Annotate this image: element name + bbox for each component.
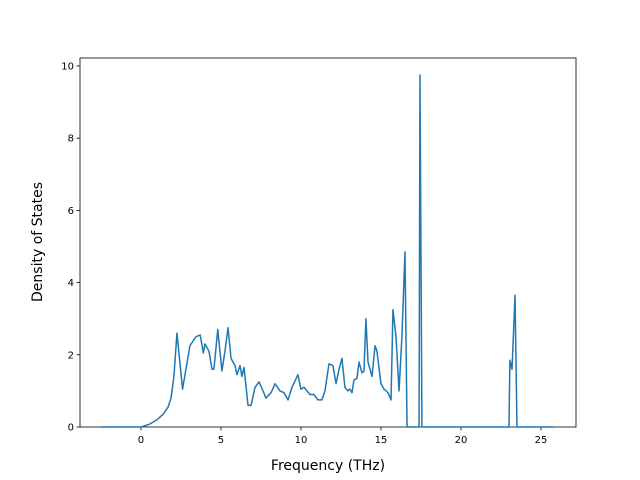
y-tick-label: 0 [68,423,74,434]
x-tick-label: 25 [535,435,548,446]
x-tick-label: 0 [138,435,144,446]
plot-frame [79,57,577,428]
line [101,74,554,428]
y-tick-label: 10 [61,61,74,72]
x-axis-label: Frequency (THz) [271,458,385,474]
x-tick-label: 5 [218,435,224,446]
y-tick-label: 4 [68,278,74,289]
x-tick-label: 20 [455,435,468,446]
y-tick-label: 8 [68,134,74,145]
y-tick-label: 2 [68,350,74,361]
y-axis-label: Density of States [30,182,46,302]
x-tick-label: 15 [375,435,388,446]
y-tick-label: 6 [68,206,74,217]
x-tick-label: 10 [295,435,308,446]
